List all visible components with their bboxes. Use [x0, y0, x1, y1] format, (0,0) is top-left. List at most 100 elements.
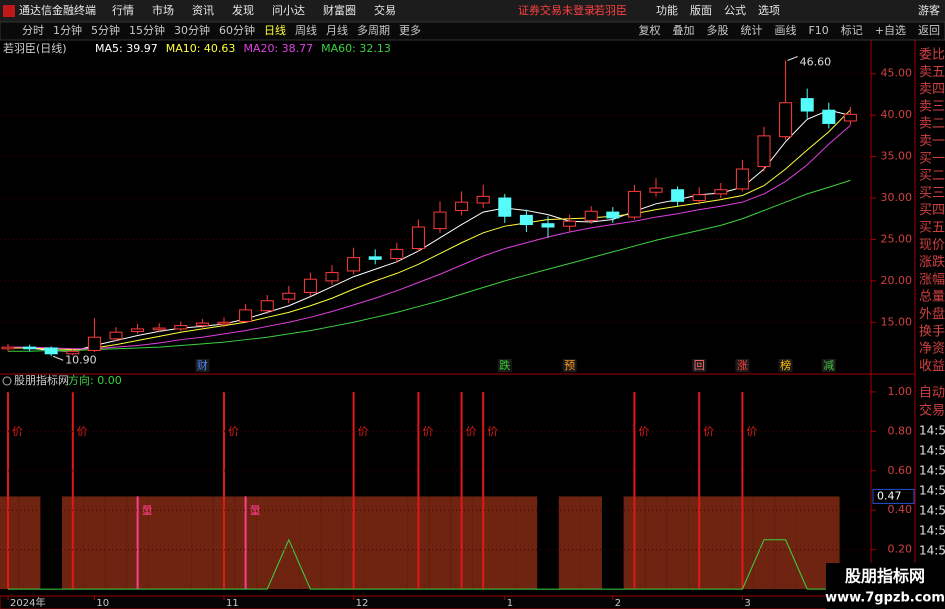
- menu-item[interactable]: 问小达: [272, 4, 305, 17]
- tool-button[interactable]: +自选: [875, 24, 906, 37]
- period-tab[interactable]: 5分钟: [91, 23, 120, 37]
- zone-bar: [666, 496, 689, 590]
- quote-label: 换手: [919, 324, 945, 339]
- y-tick-label: 35.00: [881, 150, 913, 163]
- candle-body: [109, 331, 123, 340]
- tool-button[interactable]: 复权: [638, 23, 660, 37]
- tool-button[interactable]: 统计: [740, 24, 762, 37]
- tool-button[interactable]: 叠加: [672, 24, 694, 37]
- event-badge: 减: [823, 359, 834, 372]
- candle-body: [239, 309, 253, 322]
- menu-item[interactable]: 功能: [656, 3, 678, 17]
- zone-bar: [796, 496, 818, 590]
- indicator-title: 股朋指标网: [14, 373, 69, 387]
- watermark-url: www.7gpzb.com: [825, 591, 945, 606]
- candle-body: [455, 201, 469, 211]
- period-tab[interactable]: 30分钟: [174, 23, 210, 37]
- event-badge: 跌: [499, 358, 510, 372]
- menu-item[interactable]: 公式: [724, 4, 746, 17]
- toolbar: [0, 21, 945, 41]
- quote-label: 卖一: [919, 134, 945, 149]
- period-tab[interactable]: 分时: [22, 24, 44, 37]
- quote-label: 买四: [919, 203, 945, 218]
- stock-name: 若羽臣: [594, 4, 627, 17]
- candle-body: [131, 328, 145, 332]
- event-badge: 涨: [737, 359, 748, 372]
- price-signal-label: 价: [77, 425, 88, 438]
- zone-bar: [83, 496, 106, 590]
- zone-bar: [753, 496, 775, 590]
- quote-label: 买一: [919, 151, 945, 166]
- zone-bar: [710, 496, 732, 590]
- candle-body: [476, 195, 490, 204]
- y-tick-label: 1.00: [888, 385, 913, 398]
- tool-button[interactable]: 返回: [918, 24, 940, 37]
- period-tab[interactable]: 多周期: [357, 23, 390, 37]
- x-tick-label: 10: [96, 598, 109, 609]
- menu-item[interactable]: 财富圈: [323, 3, 356, 17]
- zone-bar: [191, 496, 214, 590]
- indicator-icon: [2, 376, 12, 386]
- menu-item[interactable]: 行情: [112, 4, 134, 17]
- menu-item[interactable]: 市场: [152, 3, 174, 17]
- menu-item[interactable]: 交易: [374, 3, 396, 17]
- annotation: 46.60: [800, 55, 832, 68]
- side-panel: 委比卖五卖四卖三卖二卖一买一买二买三买四买五现价涨跌涨幅总量外盘换手净资收益自动…: [919, 48, 945, 578]
- trade-time: 14:56: [919, 524, 945, 538]
- period-tab[interactable]: 周线: [295, 23, 317, 37]
- candle-body: [44, 347, 58, 355]
- price-signal-label: 价: [746, 425, 757, 438]
- menu-item[interactable]: 选项: [758, 4, 780, 17]
- trade-time: 14:56: [919, 544, 945, 558]
- candle-body: [606, 211, 620, 219]
- menu-item[interactable]: 发现: [232, 3, 254, 17]
- period-tab[interactable]: 日线: [264, 23, 286, 37]
- zone-bar: [0, 496, 19, 590]
- time-axis: [0, 595, 916, 609]
- event-badge: 回: [694, 359, 705, 372]
- price-signal-label: 价: [638, 425, 649, 438]
- candle-body: [1, 346, 15, 350]
- y-tick-label: 20.00: [881, 274, 913, 287]
- candle-body: [498, 197, 512, 217]
- candle-body: [735, 168, 749, 190]
- tool-button[interactable]: 标记: [841, 23, 863, 37]
- quote-label: 净资: [919, 342, 945, 357]
- quote-label: 涨跌: [919, 254, 945, 270]
- price-signal-label: 价: [466, 425, 477, 438]
- candle-body: [174, 325, 188, 330]
- candle-body: [779, 102, 793, 138]
- period-tab[interactable]: 更多: [399, 23, 421, 37]
- event-badge-bg: [821, 359, 836, 372]
- direction-line: [8, 538, 851, 590]
- event-badge: 预: [564, 359, 575, 372]
- candle-body: [714, 189, 728, 195]
- zone-bar: [170, 496, 192, 590]
- ma-line: [8, 179, 851, 352]
- x-tick-label: 11: [226, 598, 239, 609]
- zone-bar: [515, 496, 538, 590]
- menu-item[interactable]: 资讯: [192, 4, 214, 17]
- period-tab[interactable]: 月线: [326, 23, 348, 37]
- quote-label: 买五: [919, 221, 945, 236]
- candle-body: [433, 211, 447, 230]
- menu-item[interactable]: 版面: [690, 3, 712, 17]
- period-tab[interactable]: 60分钟: [219, 23, 255, 37]
- direction-label: 方向: 0.00: [68, 373, 122, 387]
- y-tick-label: 0.20: [888, 543, 913, 556]
- watermark-box: [826, 563, 945, 609]
- period-tab[interactable]: 15分钟: [129, 23, 165, 37]
- quote-label: 收益: [919, 359, 945, 374]
- x-tick-label: 3: [744, 598, 750, 609]
- tool-button[interactable]: 画线: [774, 23, 796, 37]
- quote-label: 卖五: [919, 65, 945, 80]
- price-signal-label: 价: [422, 425, 433, 438]
- candle-body: [692, 194, 706, 202]
- period-tab[interactable]: 1分钟: [53, 23, 82, 37]
- tool-button[interactable]: F10: [808, 24, 828, 37]
- trade-time: 14:56: [919, 444, 945, 458]
- tool-button[interactable]: 多股: [706, 23, 728, 37]
- event-badge: 榜: [780, 358, 791, 372]
- zone-bar: [148, 496, 170, 590]
- zone-bar: [774, 496, 797, 590]
